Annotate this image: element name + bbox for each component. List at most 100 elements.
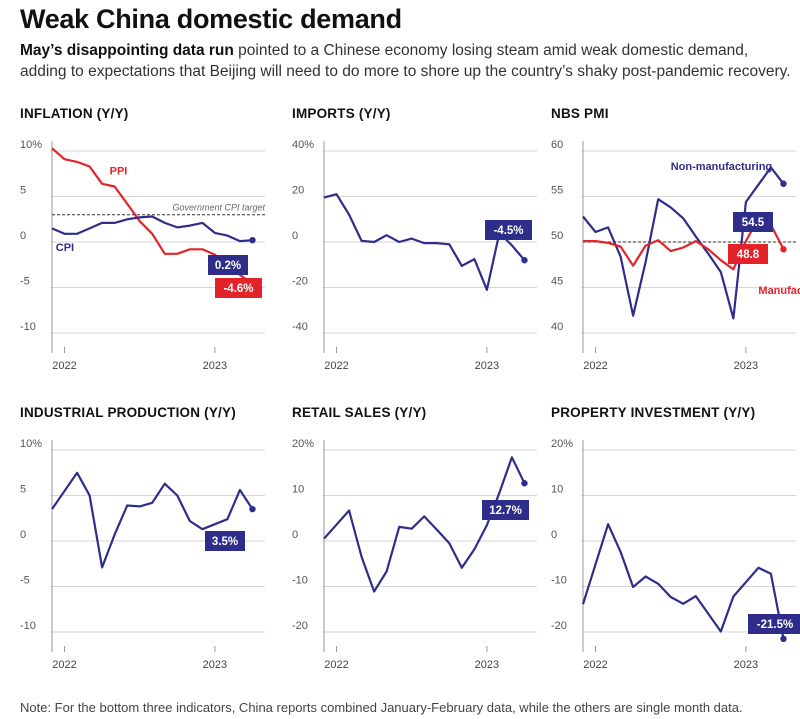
retail-series-retail-sales-line — [323, 456, 526, 593]
industrial-series-industrial-production-line — [51, 471, 254, 569]
inflation-series-cpi-end-label-bg — [208, 255, 248, 275]
pmi-series-manufacturing-end-label: 48.8 — [728, 244, 768, 264]
pmi-series-non-manufacturing-end-label: 54.5 — [733, 212, 773, 232]
retail-ytick-2: 0 — [292, 529, 298, 541]
retail-series-retail-sales-end-label-text: 12.7% — [489, 505, 522, 517]
imports-series-imports-end-label-bg — [485, 220, 532, 240]
pmi-xtick-0: 2022 — [583, 360, 607, 372]
pmi-series-non-manufacturing-end-label-bg — [733, 212, 773, 232]
chart-retail: 20% 10 0 -10 -20 2022 2023 12.7% — [292, 438, 537, 671]
imports-ytick-2: 0 — [292, 230, 298, 242]
subhead: May’s disappointing data run pointed to … — [20, 40, 795, 82]
inflation-series-ppi-end-label: -4.6% — [215, 278, 262, 298]
pmi-series-manufacturing-label: Manufacturing — [758, 285, 800, 297]
pmi-ytick-1: 55 — [551, 185, 563, 197]
industrial-series-industrial-production-end-label-bg — [205, 531, 245, 551]
pmi-series-manufacturing-end-label-bg — [728, 244, 768, 264]
inflation-series-cpi-end-label: 0.2% — [208, 255, 248, 275]
chart-inflation: 10% 5 0 -5 -10 2022 2023 Government CPI target P… — [20, 139, 265, 372]
property-ytick-2: 0 — [551, 529, 557, 541]
chart-property: 20% 10 0 -10 -20 2022 2023 -21.5% — [551, 438, 800, 671]
chart-pmi: 60 55 50 45 40 2022 2023 Non-manufacturing Manuf… — [551, 139, 800, 372]
retail-xtick-1: 2023 — [475, 659, 499, 671]
property-series-property-investment-line — [581, 523, 785, 640]
chart-imports: 40% 20 0 -20 -40 2022 2023 -4.5% — [292, 139, 537, 372]
pmi-series-non-manufacturing-endpoint — [780, 180, 787, 187]
imports-ytick-3: -20 — [292, 276, 308, 288]
imports-series-imports-endpoint — [521, 257, 528, 264]
inflation-series-cpi-endpoint — [249, 236, 256, 244]
footnote: Note: For the bottom three indicators, C… — [20, 700, 743, 715]
imports-xtick-0: 2022 — [324, 360, 348, 372]
industrial-ytick-2: 0 — [20, 529, 26, 541]
panel-title-industrial: INDUSTRIAL PRODUCTION (Y/Y) — [20, 405, 236, 420]
subhead-lead: May’s disappointing data run — [20, 42, 234, 59]
property-series-property-investment-end-label-bg — [748, 614, 800, 634]
pmi-ytick-0: 60 — [551, 139, 563, 151]
inflation-reference-label: Government CPI target — [172, 203, 265, 213]
pmi-series-manufacturing-line — [583, 217, 785, 271]
inflation-series-cpi-end-label-text: 0.2% — [215, 260, 241, 272]
retail-series-retail-sales-endpoint — [521, 480, 528, 487]
imports-ytick-0: 40% — [292, 139, 314, 151]
industrial-series-industrial-production-end-label-text: 3.5% — [212, 536, 238, 548]
industrial-series-industrial-production-endpoint — [249, 505, 256, 513]
imports-series-imports-end-label: -4.5% — [485, 220, 532, 240]
imports-series-imports-line — [323, 193, 526, 291]
subhead-rest: pointed to a Chinese economy losing stea… — [20, 42, 791, 80]
inflation-series-cpi-line — [51, 215, 253, 243]
retail-xtick-0: 2022 — [324, 659, 348, 671]
pmi-ytick-4: 40 — [551, 321, 563, 333]
property-ytick-0: 20% — [551, 438, 573, 450]
inflation-ytick-4: -10 — [20, 321, 36, 333]
panel-title-inflation: INFLATION (Y/Y) — [20, 106, 129, 121]
property-ytick-4: -20 — [551, 620, 567, 632]
imports-ytick-1: 20 — [292, 185, 304, 197]
industrial-ytick-1: 5 — [20, 484, 26, 496]
retail-ytick-0: 20% — [292, 438, 314, 450]
inflation-series-cpi-label: CPI — [56, 242, 74, 254]
property-xtick-1: 2023 — [734, 659, 758, 671]
headline: Weak China domestic demand — [20, 4, 402, 34]
inflation-ytick-0: 10% — [20, 139, 42, 151]
pmi-ytick-2: 50 — [551, 230, 563, 242]
retail-series-retail-sales-end-label: 12.7% — [482, 500, 529, 520]
panel-title-imports: IMPORTS (Y/Y) — [292, 106, 391, 121]
inflation-series-ppi-end-label-text: -4.6% — [223, 283, 253, 295]
retail-ytick-1: 10 — [292, 484, 304, 496]
panel-title-retail: RETAIL SALES (Y/Y) — [292, 405, 427, 420]
pmi-series-manufacturing-end-label-text: 48.8 — [737, 249, 760, 261]
panel-title-pmi: NBS PMI — [551, 106, 609, 121]
property-ytick-1: 10 — [551, 484, 563, 496]
imports-ytick-4: -40 — [292, 321, 308, 333]
pmi-xtick-1: 2023 — [734, 360, 758, 372]
imports-series-imports-end-label-text: -4.5% — [493, 225, 523, 237]
property-series-property-investment-end-label: -21.5% — [748, 614, 800, 634]
pmi-series-manufacturing-endpoint — [780, 246, 787, 253]
pmi-series-non-manufacturing-end-label-text: 54.5 — [742, 217, 765, 229]
industrial-ytick-3: -5 — [20, 575, 30, 587]
inflation-ytick-1: 5 — [20, 185, 26, 197]
inflation-xtick-1: 2023 — [203, 360, 227, 372]
industrial-xtick-0: 2022 — [52, 659, 76, 671]
pmi-series-non-manufacturing-line — [582, 166, 785, 320]
industrial-ytick-0: 10% — [20, 438, 42, 450]
industrial-series-industrial-production-end-label: 3.5% — [205, 531, 245, 551]
inflation-ytick-3: -5 — [20, 276, 30, 288]
property-series-property-investment-endpoint — [780, 635, 787, 643]
property-xtick-0: 2022 — [583, 659, 607, 671]
retail-ytick-3: -10 — [292, 575, 308, 587]
retail-series-retail-sales-end-label-bg — [482, 500, 529, 520]
panel-title-property: PROPERTY INVESTMENT (Y/Y) — [551, 405, 756, 420]
industrial-ytick-4: -10 — [20, 620, 36, 632]
chart-industrial: 10% 5 0 -5 -10 2022 2023 3.5% — [20, 438, 265, 671]
imports-xtick-1: 2023 — [475, 360, 499, 372]
retail-ytick-4: -20 — [292, 620, 308, 632]
pmi-ytick-3: 45 — [551, 276, 563, 288]
inflation-xtick-0: 2022 — [52, 360, 76, 372]
property-ytick-3: -10 — [551, 575, 567, 587]
pmi-series-non-manufacturing-label: Non-manufacturing — [671, 161, 772, 173]
inflation-series-ppi-label: PPI — [110, 166, 128, 178]
industrial-xtick-1: 2023 — [203, 659, 227, 671]
property-series-property-investment-end-label-text: -21.5% — [757, 619, 793, 631]
